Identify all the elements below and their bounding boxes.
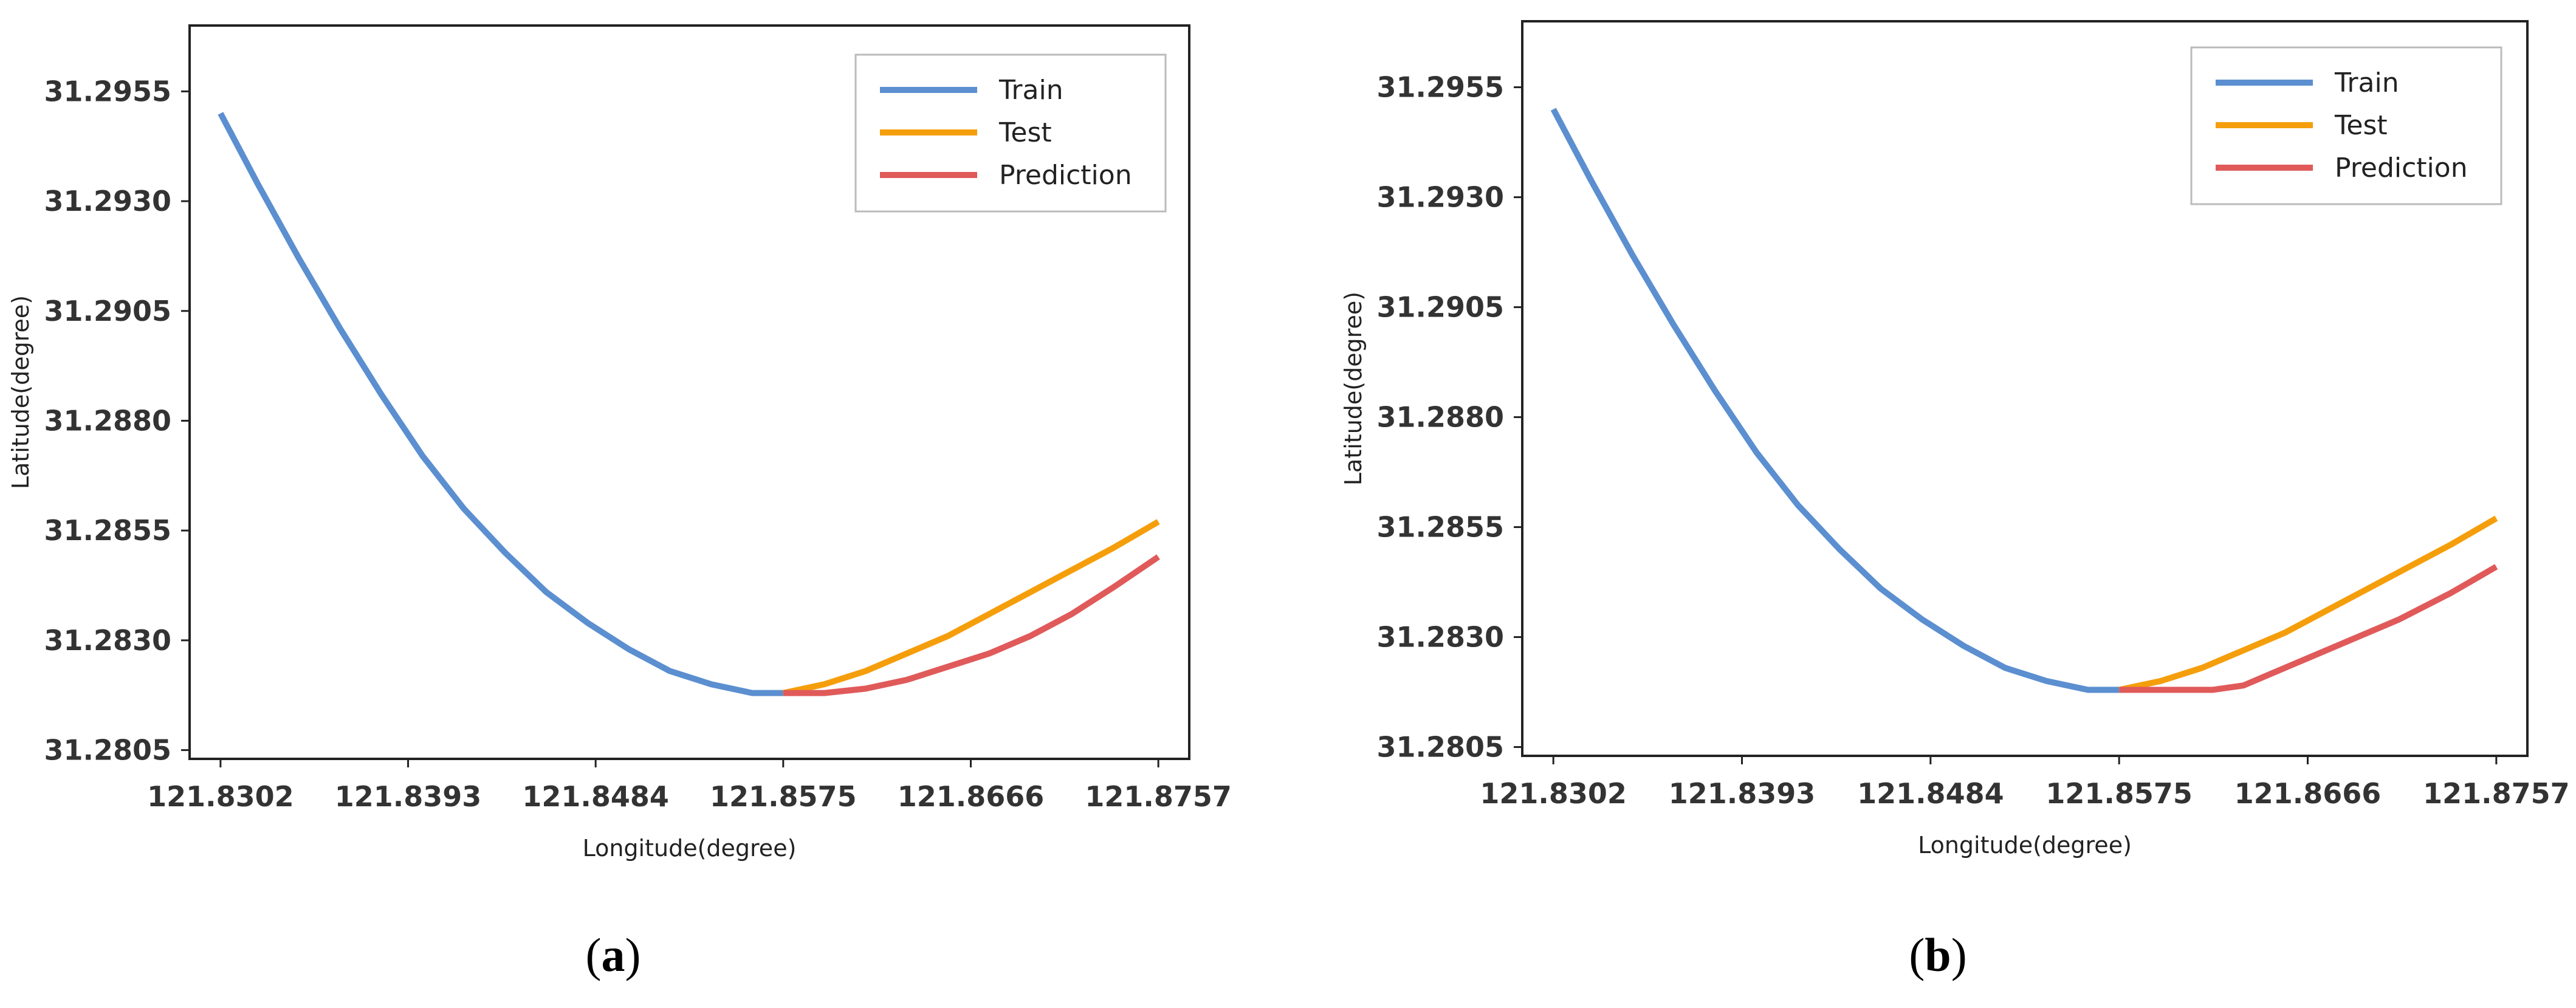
x-tick-label: 121.8484	[1857, 777, 2004, 810]
y-tick-label: 31.2855	[1376, 511, 1504, 544]
caption-letter: a	[602, 928, 625, 981]
legend-label-test: Test	[2334, 110, 2388, 141]
y-tick-label: 31.2905	[1376, 291, 1504, 324]
x-tick-label: 121.8393	[1669, 777, 1816, 810]
y-tick-label: 31.2855	[44, 514, 171, 547]
x-tick-label: 121.8393	[335, 780, 482, 813]
y-tick-label: 31.2805	[44, 734, 171, 767]
series-line-train	[218, 112, 783, 696]
y-tick-label: 31.2955	[44, 75, 171, 108]
legend-label-train: Train	[998, 75, 1063, 106]
x-tick-label: 121.8302	[147, 780, 294, 813]
x-tick-label: 121.8666	[2234, 777, 2382, 810]
panel-caption: (b)	[1909, 928, 1966, 981]
series-line-test	[782, 519, 1160, 696]
caption-close-paren: )	[625, 928, 641, 981]
legend: Train Test Prediction	[2190, 46, 2502, 205]
series-line-prediction	[783, 554, 1160, 696]
series-line-prediction	[2119, 564, 2498, 693]
x-tick-label: 121.8757	[2423, 777, 2570, 810]
caption-letter: b	[1925, 928, 1951, 981]
plot-frame	[188, 24, 1190, 760]
x-tick-label: 121.8757	[1085, 780, 1232, 813]
x-tick-label: 121.8666	[898, 780, 1045, 813]
legend-label-prediction: Prediction	[2335, 153, 2468, 183]
series-line-test	[2118, 515, 2498, 693]
y-tick-label: 31.2830	[44, 624, 171, 657]
y-tick-label: 31.2880	[44, 404, 171, 437]
y-axis-title: Latitude(degree)	[1340, 292, 1367, 485]
y-tick-label: 31.2805	[1376, 731, 1504, 764]
plot-frame	[1521, 20, 2529, 757]
y-axis-title: Latitude(degree)	[7, 295, 34, 489]
x-tick-label: 121.8484	[522, 780, 669, 813]
chart-panel-b: 121.8302 121.8393 121.8484 121.8575 121.8666…	[1340, 20, 2570, 981]
y-tick-label: 31.2830	[1376, 621, 1504, 654]
x-tick-label: 121.8575	[2045, 777, 2193, 810]
y-tick-label: 31.2930	[44, 185, 171, 218]
x-tick-label: 121.8575	[710, 780, 857, 813]
y-tick-label: 31.2905	[44, 295, 171, 327]
x-tick-label: 121.8302	[1480, 777, 1627, 810]
caption-close-paren: )	[1951, 928, 1967, 981]
series-line-train	[1550, 108, 2120, 693]
chart-panel-a: 121.8302 121.8393 121.8484 121.8575 121.8666…	[7, 24, 1232, 981]
panel-caption: (a)	[586, 928, 641, 981]
x-axis-title: Longitude(degree)	[583, 835, 797, 862]
legend-label-prediction: Prediction	[999, 160, 1132, 191]
y-tick-label: 31.2955	[1376, 71, 1504, 104]
y-tick-label: 31.2880	[1376, 401, 1504, 434]
x-axis-title: Longitude(degree)	[1918, 832, 2132, 859]
y-tick-label: 31.2930	[1376, 181, 1504, 214]
caption-open-paren: (	[1909, 928, 1925, 981]
legend-label-train: Train	[2334, 67, 2399, 98]
legend-label-test: Test	[998, 117, 1052, 148]
legend: Train Test Prediction	[854, 53, 1167, 213]
caption-open-paren: (	[586, 928, 602, 981]
